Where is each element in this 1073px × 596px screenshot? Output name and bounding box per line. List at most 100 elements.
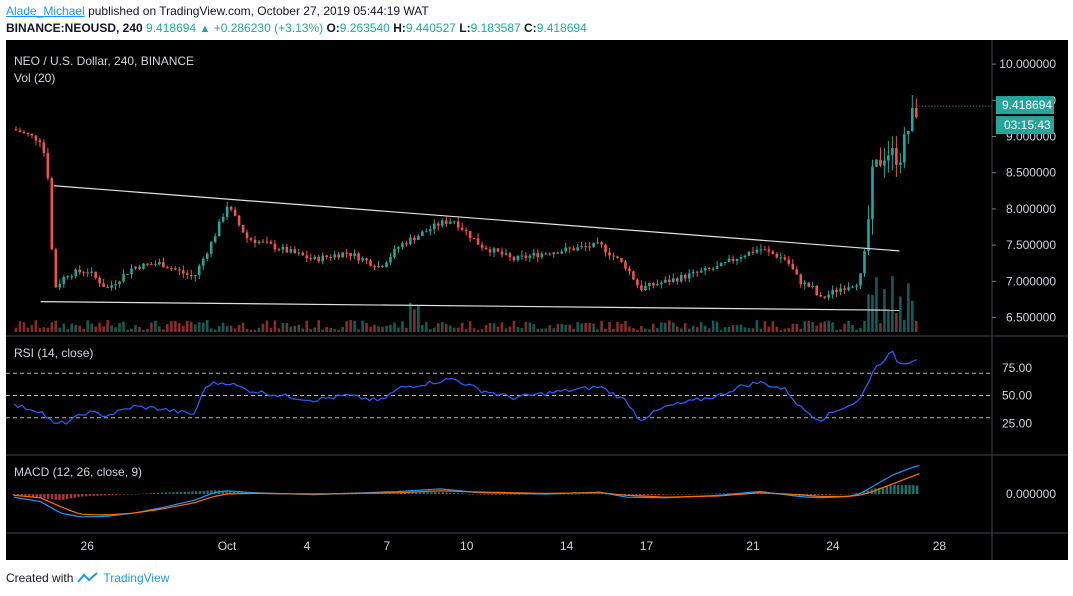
macd-axis[interactable]: 0.000000 xyxy=(1006,487,1056,501)
macd-histogram-bar xyxy=(206,490,209,494)
candle-body xyxy=(803,282,807,285)
candle-body xyxy=(488,249,492,253)
candle-body xyxy=(154,264,157,266)
macd-histogram-bar xyxy=(172,492,175,494)
price-tick-label: 8.000000 xyxy=(1006,202,1056,216)
volume-bar xyxy=(162,329,165,332)
volume-bar xyxy=(301,328,305,332)
countdown-badge xyxy=(996,116,1054,135)
macd-histogram-bar xyxy=(600,493,604,495)
candle-body xyxy=(385,262,388,268)
macd-histogram-bar xyxy=(134,493,137,495)
candle-body xyxy=(86,272,89,274)
rsi-axis[interactable]: 75.00 50.00 25.00 xyxy=(1002,361,1032,431)
volume-bar xyxy=(492,323,496,332)
volume-bar xyxy=(823,321,826,332)
candle-body xyxy=(241,225,245,233)
candle-body xyxy=(456,221,460,228)
volume-bar xyxy=(393,322,396,332)
low-value: 9.183587 xyxy=(470,21,521,35)
candle-body xyxy=(452,221,456,223)
candle-body xyxy=(524,255,528,258)
trendlines[interactable] xyxy=(40,105,992,311)
volume-bar xyxy=(66,329,70,332)
macd-histogram-bar xyxy=(840,494,843,495)
macd-histogram-bar xyxy=(31,494,35,498)
candle-body xyxy=(707,268,711,270)
symbol-line: BINANCE:NEOUSD, 240 9.418694 ▲ +0.286230… xyxy=(6,21,587,35)
volume-bar xyxy=(679,328,683,332)
time-tick-label: 21 xyxy=(746,539,760,553)
volume-bar xyxy=(779,329,783,332)
candle-body xyxy=(891,148,894,156)
volume-bar xyxy=(683,322,687,332)
macd-histogram-bar xyxy=(490,494,494,495)
candle-body xyxy=(791,263,795,270)
candle-body xyxy=(695,271,699,273)
time-tick-label: 14 xyxy=(560,539,574,553)
volume-bar xyxy=(612,329,615,332)
candle-body xyxy=(189,274,193,277)
macd-histogram-bar xyxy=(187,491,190,494)
candle-body xyxy=(337,254,340,258)
chart-area[interactable]: 10.0000009.5000009.0000008.5000008.00000… xyxy=(6,40,1068,560)
tradingview-brand[interactable]: TradingView xyxy=(103,571,170,585)
volume-bar xyxy=(500,322,504,332)
macd-histogram-bar xyxy=(12,494,16,496)
volume-bar xyxy=(719,329,723,332)
candle-body xyxy=(444,220,448,224)
candle-body xyxy=(440,220,444,226)
volume-bar xyxy=(281,322,285,332)
volume-bar xyxy=(170,320,173,332)
candle-body xyxy=(237,215,241,226)
candle-body xyxy=(34,135,38,141)
volume-bar xyxy=(847,320,850,332)
published-text: published on TradingView.com, October 27… xyxy=(88,4,429,18)
volume-bar xyxy=(727,326,731,332)
macd-histogram-bar xyxy=(403,492,407,494)
candle-body xyxy=(313,256,317,260)
macd-histogram-bar xyxy=(692,493,695,495)
volume-bar xyxy=(265,320,269,332)
candle-body xyxy=(329,256,332,258)
chart-svg[interactable]: 10.0000009.5000009.0000008.5000008.00000… xyxy=(6,40,1068,560)
volume-bar xyxy=(26,327,30,332)
author-link[interactable]: Alade_Michael xyxy=(6,4,85,18)
macd-histogram-bar xyxy=(46,494,50,499)
volume-bar xyxy=(648,329,651,332)
volume-bar xyxy=(325,326,329,332)
volume-bar xyxy=(660,322,663,332)
candle-body xyxy=(106,286,109,288)
time-tick-label: Oct xyxy=(218,539,237,553)
volume-bar xyxy=(887,310,890,332)
volume-bar xyxy=(608,321,611,332)
volume-bar xyxy=(807,320,811,332)
volume-bar xyxy=(58,327,62,332)
candle-body xyxy=(616,256,619,258)
macd-tick-label: 0.000000 xyxy=(1006,487,1056,501)
volume-bar xyxy=(337,329,340,332)
volume-bar xyxy=(436,323,440,332)
volume-bar xyxy=(361,320,364,332)
volume-bar xyxy=(484,325,488,332)
macd-histogram-bar xyxy=(688,494,691,495)
macd-histogram-bar xyxy=(88,494,92,497)
macd-histogram-bar xyxy=(574,493,577,495)
candle-body xyxy=(699,270,703,273)
time-tick-label: 7 xyxy=(383,539,390,553)
candle-body xyxy=(771,251,775,254)
macd-histogram-bar xyxy=(122,494,126,495)
macd-histogram-bar xyxy=(695,493,699,495)
volume-bar xyxy=(421,325,424,332)
candle-body xyxy=(409,237,412,245)
macd-histogram-bar xyxy=(684,494,687,495)
candle-body xyxy=(122,274,125,282)
time-axis[interactable]: 26 Oct 4 7 10 14 17 21 24 28 xyxy=(81,539,947,553)
volume-bar xyxy=(440,322,444,332)
candle-body xyxy=(831,290,834,295)
candle-body xyxy=(544,253,548,255)
candle-body xyxy=(158,261,161,265)
macd-histogram-bar xyxy=(119,494,122,495)
candle-body xyxy=(261,241,265,243)
macd-lines xyxy=(13,464,920,518)
